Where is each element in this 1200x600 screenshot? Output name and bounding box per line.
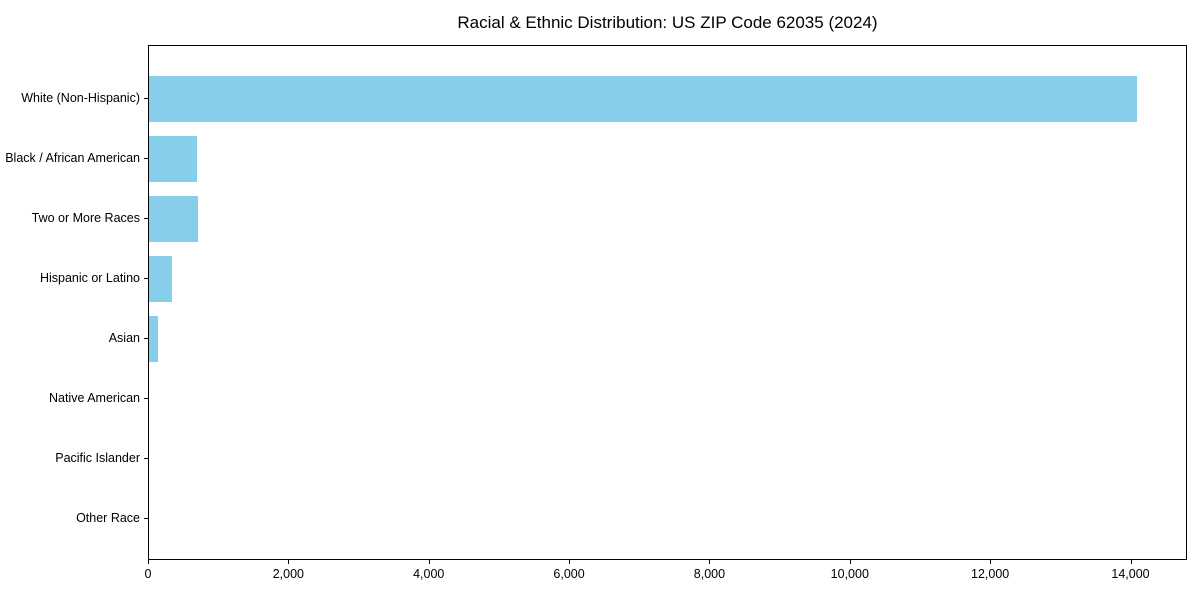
y-axis-tick — [144, 248, 148, 308]
x-axis-tick-mark — [1130, 560, 1132, 564]
x-axis-tick-label: 0 — [144, 567, 152, 581]
x-axis-tick-mark — [288, 560, 290, 564]
y-axis-label: Hispanic or Latino — [39, 271, 140, 285]
x-axis-tick-mark — [990, 560, 992, 564]
y-axis-tick-mark — [144, 337, 148, 339]
x-axis-tick-label: 12,000 — [971, 567, 1010, 581]
x-axis-tick-label: 10,000 — [830, 567, 869, 581]
y-axis-label: Asian — [108, 331, 140, 345]
bar — [149, 256, 173, 302]
x-axis-tick-mark — [849, 560, 851, 564]
y-axis-ticks — [144, 45, 148, 560]
y-axis-label: Two or More Races — [31, 211, 140, 225]
y-axis-tick-mark — [144, 277, 148, 279]
bar-row — [149, 429, 1186, 489]
x-axis-tick-mark — [709, 560, 711, 564]
x-axis-tick-label: 14,000 — [1111, 567, 1150, 581]
y-axis-tick — [144, 428, 148, 488]
plot-area — [148, 45, 1187, 560]
bar-row — [149, 489, 1186, 549]
x-axis-tick-label: 8,000 — [693, 567, 726, 581]
y-axis-tick — [144, 368, 148, 428]
bar-row — [149, 309, 1186, 369]
bar — [149, 316, 159, 362]
y-axis-label: Pacific Islander — [55, 451, 140, 465]
bar-row — [149, 369, 1186, 429]
x-axis-tick-mark — [569, 560, 571, 564]
x-axis-tick-label: 2,000 — [272, 567, 304, 581]
bar — [149, 136, 197, 182]
bar-row — [149, 249, 1186, 309]
y-axis-label: White (Non-Hispanic) — [21, 91, 140, 105]
x-axis-tick-mark — [148, 560, 149, 564]
y-axis-labels: White (Non-Hispanic) Black / African Amer… — [0, 45, 140, 560]
bar — [149, 196, 199, 242]
y-axis-tick — [144, 488, 148, 548]
x-axis: 0 2,000 4,000 6,000 8,000 10,000 12,000 14,000 — [144, 560, 1187, 596]
chart-title: Racial & Ethnic Distribution: US ZIP Cod… — [457, 13, 878, 32]
y-axis-tick — [144, 308, 148, 368]
x-axis-tick-mark — [428, 560, 430, 564]
y-axis-tick-mark — [144, 457, 148, 459]
y-axis-tick-mark — [144, 157, 148, 159]
x-axis-tick-label: 6,000 — [553, 567, 585, 581]
y-axis-tick-mark — [144, 97, 148, 99]
y-axis-tick-mark — [144, 397, 148, 399]
bar-row — [149, 129, 1186, 189]
x-axis-tick-label: 4,000 — [413, 567, 445, 581]
y-axis-label: Other Race — [76, 511, 140, 525]
y-axis-tick — [144, 68, 148, 128]
y-axis-label: Black / African American — [5, 151, 140, 165]
bar-row — [149, 189, 1186, 249]
y-axis-label: Native American — [48, 391, 140, 405]
bar-row — [149, 69, 1186, 129]
y-axis-tick — [144, 128, 148, 188]
y-axis-tick — [144, 188, 148, 248]
bar — [149, 76, 1137, 122]
y-axis-tick-mark — [144, 217, 148, 219]
y-axis-tick-mark — [144, 517, 148, 519]
